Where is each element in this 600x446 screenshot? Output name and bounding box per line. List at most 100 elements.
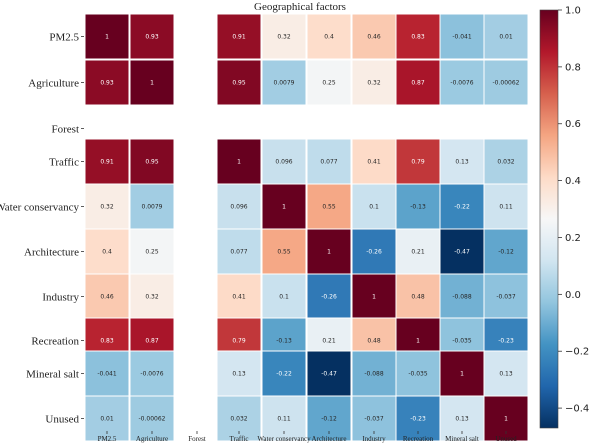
cell-label-agriculture-pm2-5: 0.93 bbox=[100, 80, 114, 87]
cell-label-water-conservancy-pm2-5: 0.32 bbox=[100, 204, 114, 211]
column-label-water-conservancy: Water conservancy bbox=[257, 435, 311, 443]
cell-label-mineral-salt-architecture: -0.47 bbox=[321, 371, 337, 378]
column-label-forest: Forest bbox=[188, 435, 206, 443]
heatmap-cell-pm2-5-architecture bbox=[306, 13, 352, 60]
colorbar-tick-label-5: 0.6 bbox=[565, 119, 581, 130]
cell-label-agriculture-architecture: 0.25 bbox=[322, 80, 336, 87]
heatmap-cell-pm2-5-agriculture bbox=[129, 13, 175, 60]
cell-label-industry-recreation: 0.48 bbox=[411, 294, 425, 301]
cell-label-mineral-salt-pm2-5: -0.041 bbox=[97, 371, 117, 378]
row-labels: PM2.5 Agriculture Forest Traffic Water conse… bbox=[0, 32, 84, 426]
cell-label-traffic-architecture: 0.077 bbox=[320, 159, 337, 166]
chart-title: Geographical factors bbox=[254, 1, 346, 13]
cell-label-pm2-5-architecture: 0.4 bbox=[324, 34, 334, 41]
cell-label-mineral-salt-unused: 0.13 bbox=[499, 371, 513, 378]
cell-label-pm2-5-recreation: 0.83 bbox=[411, 34, 425, 41]
cell-label-water-conservancy-traffic: 0.096 bbox=[230, 204, 247, 211]
heatmap-cell-industry-mineral-salt bbox=[439, 273, 485, 320]
heatmap-cell-traffic-pm2-5 bbox=[84, 138, 130, 185]
cell-label-pm2-5-industry: 0.46 bbox=[367, 34, 381, 41]
heatmap-cell-water-conservancy-water-conservancy bbox=[261, 183, 307, 230]
cell-label-pm2-5-unused: 0.01 bbox=[499, 34, 513, 41]
cell-label-mineral-salt-water-conservancy: -0.22 bbox=[276, 371, 292, 378]
cell-label-architecture-recreation: 0.21 bbox=[411, 249, 425, 256]
cell-label-recreation-unused: -0.23 bbox=[498, 338, 514, 345]
cell-label-agriculture-recreation: 0.87 bbox=[411, 80, 425, 87]
cell-label-recreation-agriculture: 0.87 bbox=[145, 338, 159, 345]
heatmap-cell-agriculture-unused bbox=[483, 59, 529, 106]
row-label-recreation: Recreation bbox=[31, 336, 79, 348]
column-label-architecture: Architecture bbox=[312, 435, 347, 443]
cell-label-architecture-water-conservancy: 0.55 bbox=[277, 249, 291, 256]
colorbar-gradient bbox=[539, 9, 559, 429]
column-label-recreation: Recreation bbox=[403, 435, 434, 443]
cell-label-traffic-pm2-5: 0.91 bbox=[100, 159, 114, 166]
heatmap-cell-pm2-5-recreation bbox=[395, 13, 441, 60]
cell-label-architecture-agriculture: 0.25 bbox=[145, 249, 159, 256]
column-label-unused: Unused bbox=[495, 435, 517, 443]
cell-label-recreation-recreation: 1 bbox=[416, 338, 420, 345]
cell-label-agriculture-mineral-salt: -0.0076 bbox=[450, 80, 473, 87]
column-label-agriculture: Agriculture bbox=[136, 435, 168, 443]
cell-label-recreation-industry: 0.48 bbox=[367, 338, 381, 345]
heatmap-cell-traffic-water-conservancy bbox=[261, 138, 307, 185]
heatmap-cell-industry-pm2-5 bbox=[84, 273, 130, 320]
heatmap-cell-water-conservancy-pm2-5 bbox=[84, 183, 130, 230]
heatmap-cell-traffic-unused bbox=[483, 138, 529, 185]
cell-label-industry-traffic: 0.41 bbox=[232, 294, 246, 301]
cell-label-unused-recreation: -0.23 bbox=[410, 416, 426, 423]
cell-label-water-conservancy-mineral-salt: -0.22 bbox=[454, 204, 470, 211]
heatmap-cell-industry-traffic bbox=[216, 273, 262, 320]
heatmap-cell-architecture-recreation bbox=[395, 228, 441, 275]
colorbar-tick-label-7: 1.0 bbox=[565, 6, 581, 17]
cell-label-traffic-water-conservancy: 0.096 bbox=[275, 159, 292, 166]
cell-label-traffic-unused: 0.032 bbox=[497, 159, 514, 166]
cell-label-industry-industry: 1 bbox=[372, 294, 376, 301]
cell-label-unused-mineral-salt: 0.13 bbox=[455, 416, 469, 423]
heatmap-cell-mineral-salt-pm2-5 bbox=[84, 350, 130, 397]
cell-label-mineral-salt-mineral-salt: 1 bbox=[460, 371, 464, 378]
colorbar-tick-label-1: −0.2 bbox=[565, 347, 589, 358]
cell-label-recreation-water-conservancy: -0.13 bbox=[276, 338, 292, 345]
cell-label-agriculture-traffic: 0.95 bbox=[232, 80, 246, 87]
cell-label-recreation-architecture: 0.21 bbox=[322, 338, 336, 345]
heatmap-cell-mineral-salt-architecture bbox=[306, 350, 352, 397]
cell-label-mineral-salt-recreation: -0.035 bbox=[408, 371, 428, 378]
cell-label-unused-agriculture: -0.00062 bbox=[139, 416, 166, 423]
column-labels: PM2.5 Agriculture Forest Traffic Water conse… bbox=[98, 431, 517, 443]
colorbar-tick-label-6: 0.8 bbox=[565, 62, 581, 73]
cell-label-pm2-5-pm2-5: 1 bbox=[105, 34, 109, 41]
cell-label-agriculture-agriculture: 1 bbox=[150, 80, 154, 87]
cell-label-unused-unused: 1 bbox=[504, 416, 508, 423]
heatmap-cell-architecture-unused bbox=[483, 228, 529, 275]
colorbar-tick-label-2: 0.0 bbox=[565, 290, 581, 301]
heatmap-cell-agriculture-mineral-salt bbox=[439, 59, 485, 106]
heatmap-cell-industry-architecture bbox=[306, 273, 352, 320]
heatmap-cell-unused-unused bbox=[483, 395, 529, 442]
heatmap-cell-traffic-agriculture bbox=[129, 138, 175, 185]
row-label-pm2-5: PM2.5 bbox=[49, 32, 79, 44]
cell-label-pm2-5-agriculture: 0.93 bbox=[145, 34, 159, 41]
cell-label-recreation-mineral-salt: -0.035 bbox=[452, 338, 472, 345]
heatmap-cell-mineral-salt-agriculture bbox=[129, 350, 175, 397]
heatmap-cell-pm2-5-traffic bbox=[216, 13, 262, 60]
cell-label-architecture-architecture: 1 bbox=[327, 249, 331, 256]
cell-label-traffic-recreation: 0.79 bbox=[411, 159, 425, 166]
cell-label-industry-water-conservancy: 0.1 bbox=[279, 294, 289, 301]
cell-label-unused-water-conservancy: 0.11 bbox=[277, 416, 291, 423]
heatmap-cell-mineral-salt-industry bbox=[351, 350, 397, 397]
cell-label-mineral-salt-industry: -0.088 bbox=[364, 371, 384, 378]
cell-label-architecture-industry: -0.26 bbox=[366, 249, 382, 256]
colorbar-tick-label-4: 0.4 bbox=[565, 176, 581, 187]
heatmap-cell-mineral-salt-water-conservancy bbox=[261, 350, 307, 397]
cell-label-pm2-5-mineral-salt: -0.041 bbox=[452, 34, 472, 41]
cell-label-traffic-agriculture: 0.95 bbox=[145, 159, 159, 166]
heatmap-cell-pm2-5-mineral-salt bbox=[439, 13, 485, 60]
heatmap-cell-industry-unused bbox=[483, 273, 529, 320]
colorbar: −0.4 −0.2 0.0 0.2 0.4 0.6 0.8 1.0 bbox=[539, 6, 589, 429]
cell-label-industry-agriculture: 0.32 bbox=[145, 294, 159, 301]
cell-label-traffic-industry: 0.41 bbox=[367, 159, 381, 166]
heatmap-cell-architecture-pm2-5 bbox=[84, 228, 130, 275]
heatmap-cell-agriculture-water-conservancy bbox=[261, 59, 307, 106]
row-label-traffic: Traffic bbox=[49, 157, 79, 169]
